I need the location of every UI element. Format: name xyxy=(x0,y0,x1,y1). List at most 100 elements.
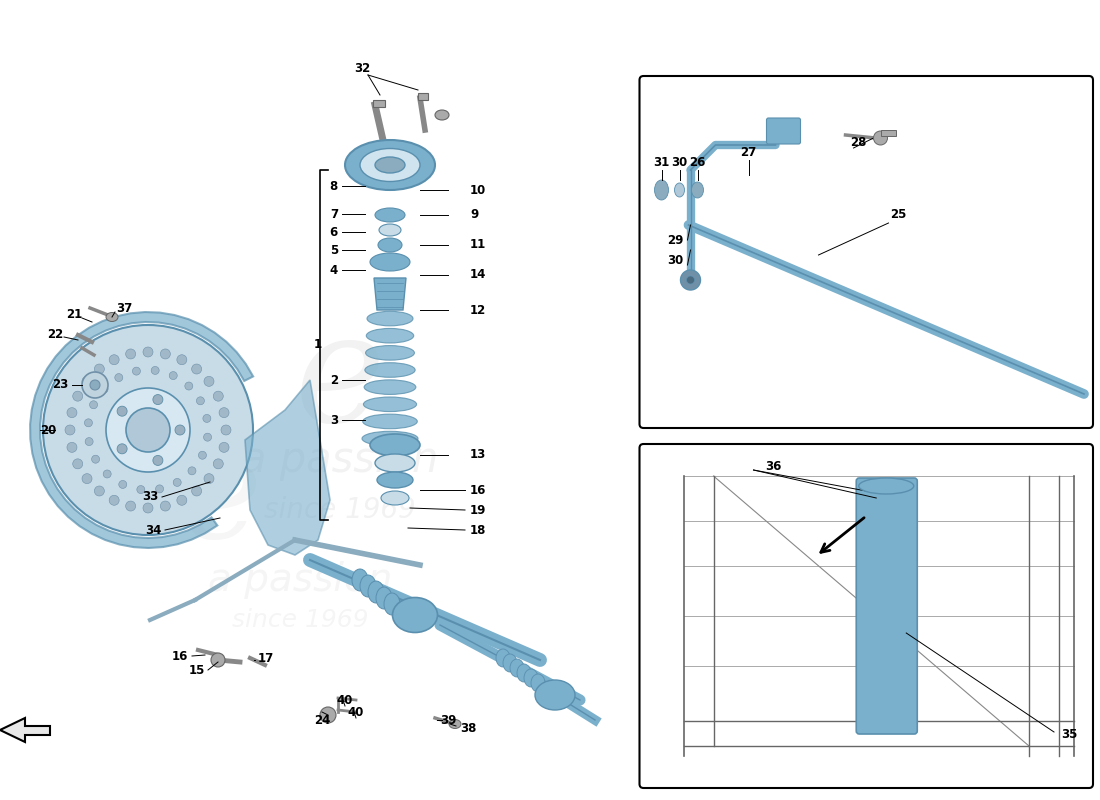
Ellipse shape xyxy=(368,581,384,603)
Circle shape xyxy=(106,388,190,472)
Polygon shape xyxy=(374,278,406,310)
FancyBboxPatch shape xyxy=(767,118,801,144)
FancyBboxPatch shape xyxy=(856,478,917,734)
Text: e: e xyxy=(295,306,385,454)
Ellipse shape xyxy=(376,587,392,609)
Ellipse shape xyxy=(364,380,416,394)
Circle shape xyxy=(119,481,126,489)
Circle shape xyxy=(132,367,141,375)
Ellipse shape xyxy=(384,593,400,615)
Ellipse shape xyxy=(674,183,684,197)
Circle shape xyxy=(320,707,336,723)
Ellipse shape xyxy=(517,664,531,682)
Text: 21: 21 xyxy=(66,309,82,322)
Ellipse shape xyxy=(449,719,461,729)
Circle shape xyxy=(117,406,128,416)
Ellipse shape xyxy=(393,598,438,633)
Text: 8: 8 xyxy=(330,179,338,193)
Polygon shape xyxy=(245,380,330,555)
Text: 30: 30 xyxy=(671,155,688,169)
Text: 25: 25 xyxy=(890,209,906,222)
Text: 29: 29 xyxy=(668,234,684,246)
Ellipse shape xyxy=(381,491,409,505)
Circle shape xyxy=(177,354,187,365)
Circle shape xyxy=(85,419,92,427)
Ellipse shape xyxy=(367,311,412,326)
Text: 23: 23 xyxy=(52,378,68,391)
Ellipse shape xyxy=(365,346,415,360)
Circle shape xyxy=(175,425,185,435)
Text: 31: 31 xyxy=(653,155,670,169)
Circle shape xyxy=(153,455,163,466)
Ellipse shape xyxy=(352,569,368,591)
Circle shape xyxy=(177,495,187,506)
Text: 1: 1 xyxy=(314,338,322,351)
Ellipse shape xyxy=(510,659,524,677)
Ellipse shape xyxy=(362,431,418,446)
Text: 11: 11 xyxy=(470,238,486,251)
Text: 37: 37 xyxy=(116,302,132,315)
Circle shape xyxy=(91,455,100,463)
Text: 4: 4 xyxy=(330,263,338,277)
Ellipse shape xyxy=(377,472,412,488)
Circle shape xyxy=(873,131,888,145)
Circle shape xyxy=(151,366,160,374)
Text: 38: 38 xyxy=(460,722,476,734)
Circle shape xyxy=(82,372,108,398)
Circle shape xyxy=(125,349,135,359)
Circle shape xyxy=(191,364,201,374)
Circle shape xyxy=(85,438,94,446)
Circle shape xyxy=(82,474,92,484)
Text: a passion: a passion xyxy=(208,561,393,599)
Ellipse shape xyxy=(692,182,704,198)
Circle shape xyxy=(204,376,214,386)
Circle shape xyxy=(43,325,253,535)
Text: 19: 19 xyxy=(470,503,486,517)
Circle shape xyxy=(73,391,82,401)
Text: 40: 40 xyxy=(348,706,364,718)
Circle shape xyxy=(82,376,92,386)
Ellipse shape xyxy=(375,157,405,173)
Polygon shape xyxy=(0,718,50,742)
Polygon shape xyxy=(880,130,895,136)
Text: 24: 24 xyxy=(314,714,330,726)
Circle shape xyxy=(109,495,119,506)
Circle shape xyxy=(198,451,207,459)
Ellipse shape xyxy=(524,669,538,687)
Text: 12: 12 xyxy=(470,303,486,317)
Text: 39: 39 xyxy=(440,714,456,726)
Circle shape xyxy=(681,270,701,290)
Ellipse shape xyxy=(363,397,417,411)
Ellipse shape xyxy=(531,674,544,692)
Text: 32: 32 xyxy=(354,62,370,74)
Ellipse shape xyxy=(370,434,420,456)
Circle shape xyxy=(103,470,111,478)
Text: 16: 16 xyxy=(470,483,486,497)
Circle shape xyxy=(126,408,170,452)
Circle shape xyxy=(213,391,223,401)
Circle shape xyxy=(100,385,108,393)
Circle shape xyxy=(161,501,170,511)
Circle shape xyxy=(67,442,77,452)
Text: 5: 5 xyxy=(330,243,338,257)
Ellipse shape xyxy=(378,238,402,252)
Text: 30: 30 xyxy=(668,254,683,266)
Circle shape xyxy=(89,401,98,409)
Circle shape xyxy=(191,486,201,496)
Circle shape xyxy=(211,653,226,667)
Ellipse shape xyxy=(363,414,417,429)
Text: 35: 35 xyxy=(1060,727,1077,741)
Ellipse shape xyxy=(375,454,415,472)
Ellipse shape xyxy=(106,313,118,322)
Text: 10: 10 xyxy=(470,183,486,197)
Text: 6: 6 xyxy=(330,226,338,238)
Circle shape xyxy=(155,485,164,493)
Text: 40: 40 xyxy=(337,694,353,706)
FancyBboxPatch shape xyxy=(639,444,1093,788)
Ellipse shape xyxy=(360,575,376,597)
Ellipse shape xyxy=(379,224,401,236)
Text: 34: 34 xyxy=(145,523,162,537)
Text: 28: 28 xyxy=(850,135,867,149)
Text: 33: 33 xyxy=(142,490,158,503)
Ellipse shape xyxy=(859,478,914,494)
